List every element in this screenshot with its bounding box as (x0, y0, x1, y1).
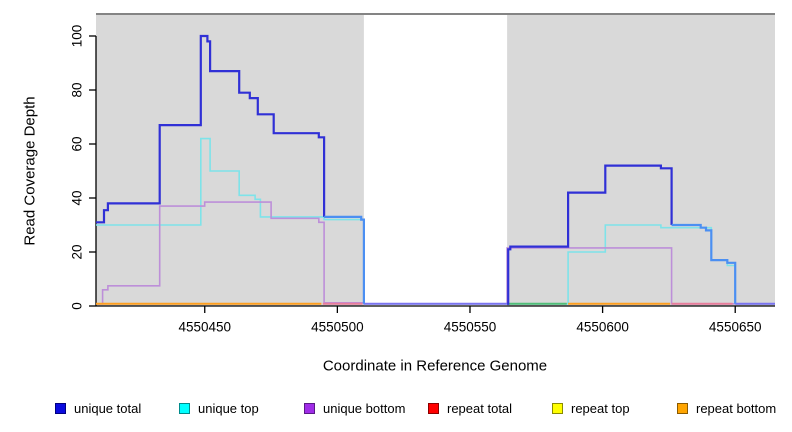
x-tick-label: 4550450 (178, 319, 232, 335)
legend-item-repeat-bottom: repeat bottom (677, 400, 777, 416)
legend-item-unique-bottom: unique bottom (304, 400, 406, 416)
y-tick-label: 0 (69, 302, 85, 310)
legend-label: unique top (198, 400, 259, 416)
legend-swatch-icon (428, 402, 439, 414)
series-unique-total-left-overlap (324, 215, 365, 304)
legend-label: unique bottom (323, 400, 406, 416)
legend-label: unique total (74, 400, 142, 416)
legend-label: repeat bottom (696, 400, 777, 416)
series-unique-total-right-overlap (671, 223, 737, 304)
legend-swatch-icon (677, 402, 688, 414)
legend-item-unique-top: unique top (179, 400, 259, 416)
y-axis-title: Read Coverage Depth (21, 96, 39, 246)
y-tick-label: 80 (69, 82, 85, 98)
x-tick-label: 4550550 (443, 319, 497, 335)
series-unique-total-right (507, 164, 673, 305)
shaded-region (507, 14, 775, 306)
x-tick-label: 4550600 (576, 319, 629, 335)
legend-swatch-icon (304, 402, 315, 414)
legend-item-repeat-total: repeat total (428, 400, 513, 416)
legend-item-repeat-top: repeat top (552, 400, 630, 416)
y-tick-label: 40 (69, 190, 85, 206)
legend-item-unique-total: unique total (55, 400, 142, 416)
legend-label: repeat top (571, 400, 630, 416)
x-tick-label: 4550650 (708, 319, 762, 335)
legend-label: repeat total (447, 400, 513, 416)
legend-swatch-icon (552, 402, 563, 414)
x-tick-label: 4550500 (311, 319, 364, 335)
x-axis-title: Coordinate in Reference Genome (322, 357, 548, 375)
legend-swatch-icon (55, 402, 66, 414)
y-tick-label: 60 (69, 136, 85, 152)
y-tick-label: 20 (69, 244, 85, 260)
shaded-region (96, 14, 364, 306)
series-unique-total-left (96, 34, 326, 224)
y-tick-label: 100 (69, 24, 85, 48)
legend-swatch-icon (179, 402, 190, 414)
